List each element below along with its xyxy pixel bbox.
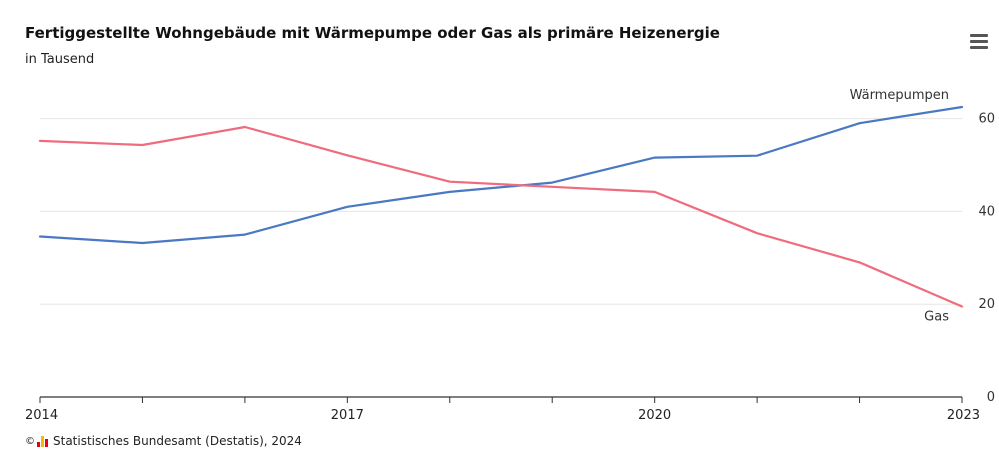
y-tick-label: 60	[978, 112, 995, 127]
series-labels: Wärmepumpen Gas	[850, 88, 950, 325]
x-tick-label: 2017	[331, 408, 364, 423]
x-tick-label: 2020	[638, 408, 671, 423]
series-label: Gas	[924, 310, 949, 325]
series-line-1	[38, 125, 964, 308]
destatis-logo-icon	[37, 435, 49, 447]
chart-title: Fertiggestellte Wohngebäude mit Wärmepum…	[25, 24, 720, 42]
x-axis	[39, 396, 963, 403]
series-lines	[38, 105, 964, 308]
y-tick-labels: 0 20 40 60	[978, 112, 995, 405]
copyright-symbol: ©	[25, 435, 35, 447]
x-tick-label: 2014	[25, 408, 58, 423]
chart-subtitle: in Tausend	[25, 52, 95, 67]
y-tick-label: 0	[987, 390, 995, 405]
series-label: Wärmepumpen	[850, 88, 949, 103]
hamburger-menu-icon[interactable]	[970, 34, 988, 50]
y-tick-label: 20	[978, 297, 995, 312]
series-line-0	[38, 105, 964, 245]
credit-text: Statistisches Bundesamt (Destatis), 2024	[53, 434, 302, 448]
x-tick-label: 2023	[947, 408, 980, 423]
x-tick-labels: 2014 2017 2020 2023	[25, 408, 980, 423]
grid-lines	[40, 118, 962, 305]
source-credit: © Statistisches Bundesamt (Destatis), 20…	[25, 434, 302, 448]
y-tick-label: 40	[978, 204, 995, 219]
